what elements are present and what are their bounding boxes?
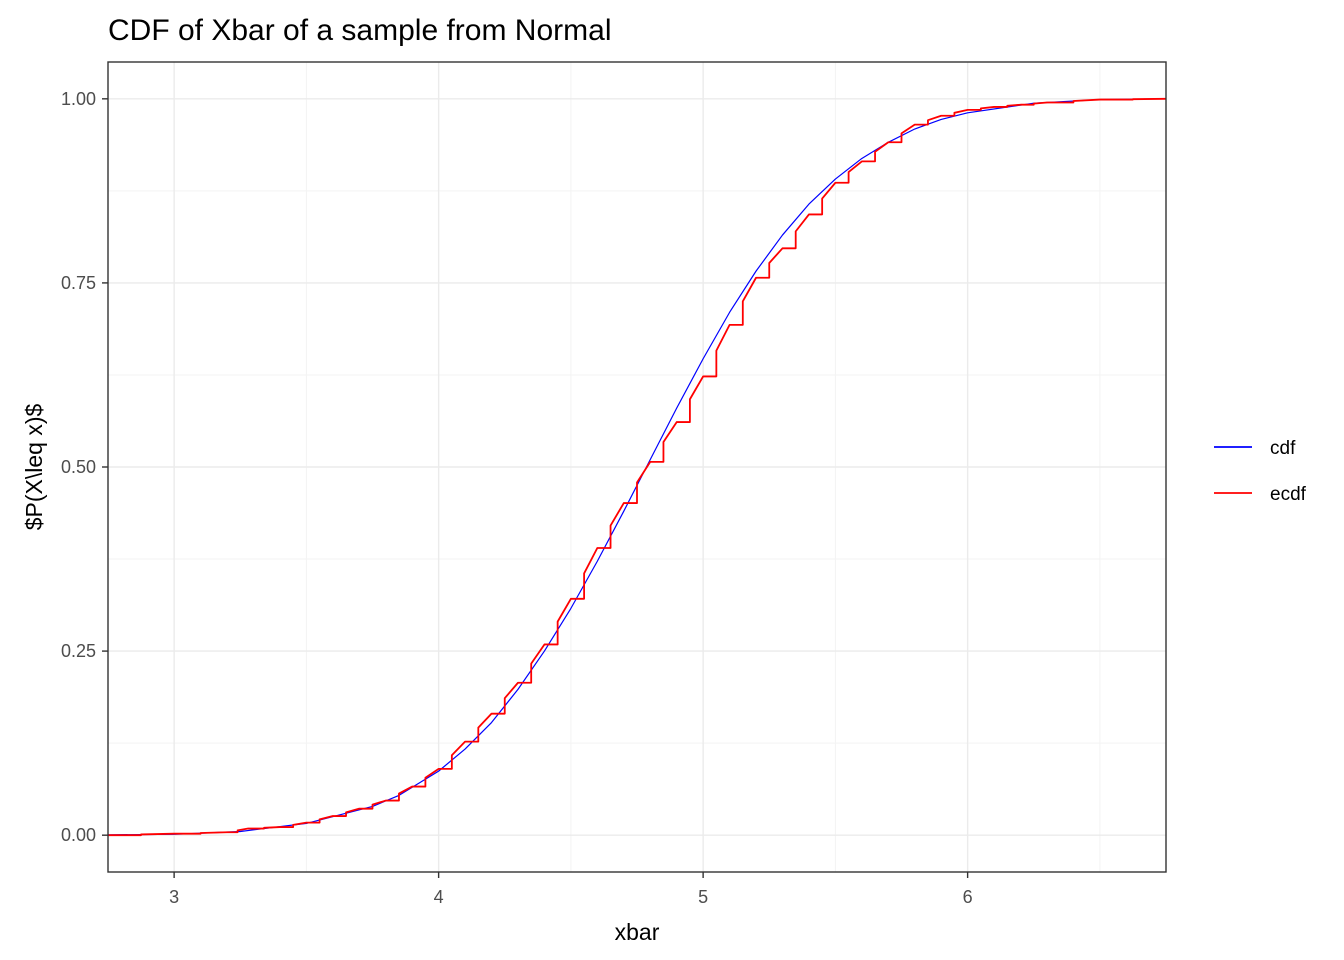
y-tick-label: 0.25 xyxy=(61,641,96,661)
x-tick-label: 5 xyxy=(698,887,708,907)
chart-title: CDF of Xbar of a sample from Normal xyxy=(108,14,611,47)
y-axis-title: $P(X\leq x)$ xyxy=(21,404,47,531)
x-axis: 3 4 5 6 xyxy=(169,872,973,907)
series-line-ecdf xyxy=(108,97,1167,837)
x-tick-label: 4 xyxy=(434,887,444,907)
x-tick-label: 6 xyxy=(963,887,973,907)
legend: cdf ecdf xyxy=(1214,438,1307,505)
y-tick-label: 0.00 xyxy=(61,825,96,845)
series-lines xyxy=(107,97,1167,837)
legend-label-ecdf: ecdf xyxy=(1270,484,1307,505)
x-tick-label: 3 xyxy=(169,887,179,907)
y-tick-label: 0.75 xyxy=(61,273,96,293)
y-tick-label: 1.00 xyxy=(61,89,96,109)
legend-label-cdf: cdf xyxy=(1270,438,1296,459)
series-line-cdf xyxy=(107,98,1167,836)
x-axis-title: xbar xyxy=(615,919,660,945)
grid xyxy=(108,62,1166,872)
y-tick-label: 0.50 xyxy=(61,457,96,477)
y-axis: 0.00 0.25 0.50 0.75 1.00 xyxy=(61,89,108,845)
